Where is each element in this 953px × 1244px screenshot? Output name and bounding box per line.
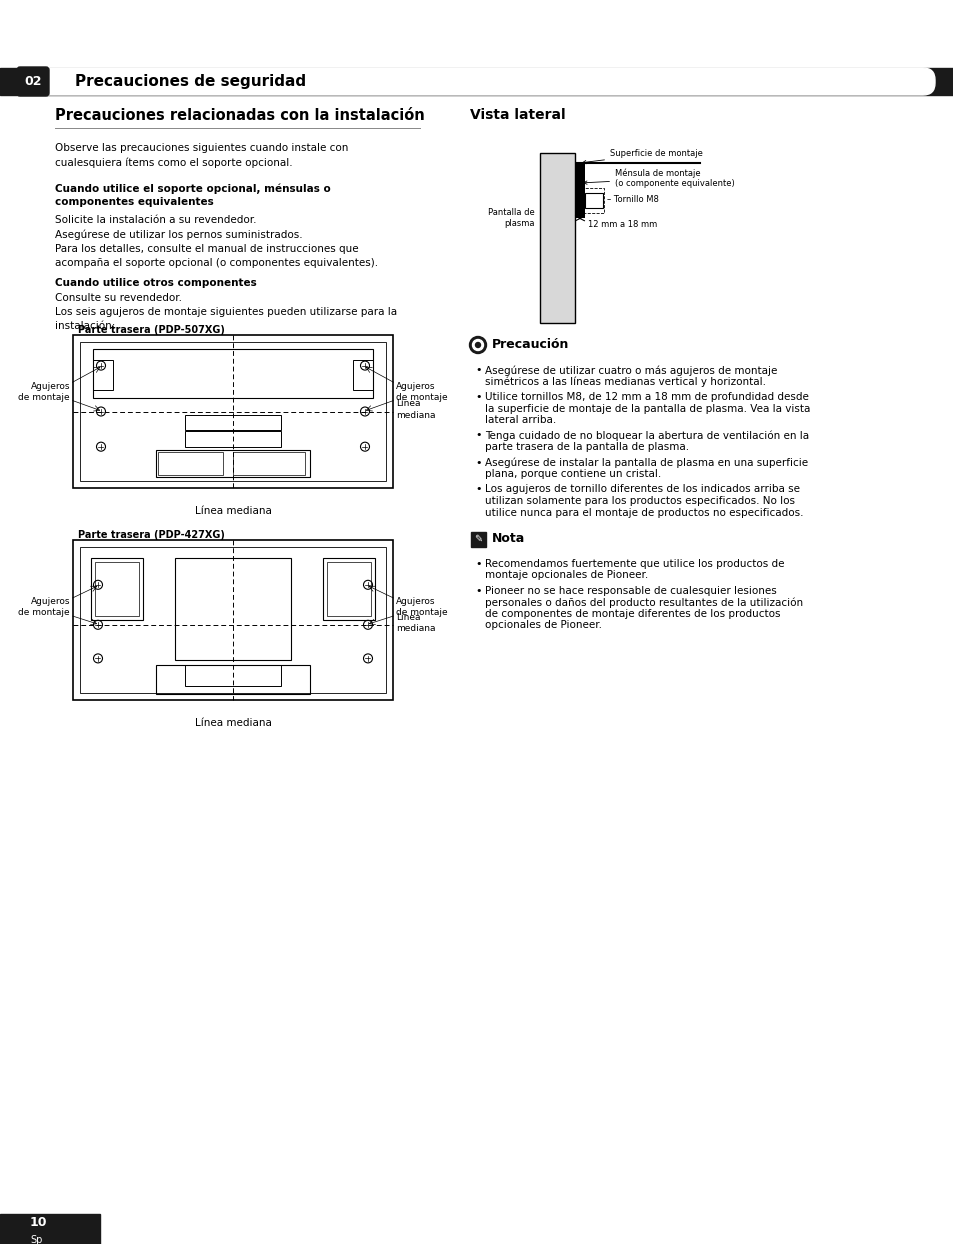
- Text: Nota: Nota: [492, 532, 525, 546]
- Text: opcionales de Pioneer.: opcionales de Pioneer.: [484, 621, 601, 631]
- Text: 10: 10: [30, 1215, 48, 1229]
- Text: plana, porque contiene un cristal.: plana, porque contiene un cristal.: [484, 469, 660, 479]
- Text: Superficie de montaje: Superficie de montaje: [582, 149, 702, 164]
- Text: la superficie de montaje de la pantalla de plasma. Vea la vista: la superficie de montaje de la pantalla …: [484, 403, 809, 413]
- Bar: [73, 335, 393, 488]
- Bar: [185, 414, 281, 430]
- Bar: [471, 532, 485, 547]
- Text: Sp: Sp: [30, 1235, 42, 1244]
- Bar: [353, 360, 373, 391]
- Bar: [574, 188, 603, 213]
- Text: parte trasera de la pantalla de plasma.: parte trasera de la pantalla de plasma.: [484, 442, 688, 452]
- Bar: [0, 1214, 100, 1244]
- Bar: [233, 452, 304, 475]
- Text: Agujeros
de montaje: Agujeros de montaje: [395, 382, 447, 402]
- Bar: [0, 68, 953, 95]
- Text: Solicite la instalación a su revendedor.
Asegúrese de utilizar los pernos sumini: Solicite la instalación a su revendedor.…: [55, 215, 377, 267]
- Text: Agujeros
de montaje: Agujeros de montaje: [18, 382, 70, 402]
- Text: •: •: [475, 559, 481, 569]
- Bar: [327, 562, 371, 616]
- Text: •: •: [475, 586, 481, 596]
- Text: 02: 02: [24, 75, 42, 88]
- Text: Precauciones relacionadas con la instalación: Precauciones relacionadas con la instala…: [55, 108, 424, 123]
- Bar: [156, 450, 310, 478]
- Text: Asegúrese de utilizar cuatro o más agujeros de montaje: Asegúrese de utilizar cuatro o más aguje…: [484, 364, 777, 376]
- Bar: [73, 540, 393, 700]
- Text: Agujeros
de montaje: Agujeros de montaje: [395, 597, 447, 617]
- Text: Línea
mediana: Línea mediana: [395, 399, 435, 419]
- Text: Pantalla de
plasma: Pantalla de plasma: [488, 208, 535, 228]
- Circle shape: [472, 340, 483, 351]
- Text: •: •: [475, 430, 481, 440]
- Text: Asegúrese de instalar la pantalla de plasma en una superficie: Asegúrese de instalar la pantalla de pla…: [484, 458, 807, 468]
- Text: utilizan solamente para los productos especificados. No los: utilizan solamente para los productos es…: [484, 496, 794, 506]
- Text: – Tornillo M8: – Tornillo M8: [606, 195, 659, 204]
- Text: Consulte su revendedor.
Los seis agujeros de montaje siguientes pueden utilizars: Consulte su revendedor. Los seis agujero…: [55, 294, 396, 331]
- Text: Los agujeros de tornillo diferentes de los indicados arriba se: Los agujeros de tornillo diferentes de l…: [484, 484, 800, 495]
- Text: Vista lateral: Vista lateral: [470, 108, 565, 122]
- Bar: [575, 163, 584, 218]
- Text: personales o daños del producto resultantes de la utilización: personales o daños del producto resultan…: [484, 597, 802, 608]
- Bar: [92, 360, 112, 391]
- Text: Utilice tornillos M8, de 12 mm a 18 mm de profundidad desde: Utilice tornillos M8, de 12 mm a 18 mm d…: [484, 392, 808, 402]
- Text: Precaución: Precaución: [492, 338, 569, 352]
- Bar: [584, 193, 602, 208]
- Text: montaje opcionales de Pioneer.: montaje opcionales de Pioneer.: [484, 571, 648, 581]
- Text: Línea mediana: Línea mediana: [194, 718, 272, 728]
- Circle shape: [475, 342, 480, 347]
- Text: ✎: ✎: [474, 534, 482, 544]
- FancyBboxPatch shape: [17, 67, 49, 96]
- Text: simétricos a las líneas medianas vertical y horizontal.: simétricos a las líneas medianas vertica…: [484, 377, 765, 387]
- FancyBboxPatch shape: [35, 68, 934, 95]
- Text: Parte trasera (PDP-507XG): Parte trasera (PDP-507XG): [78, 325, 225, 335]
- Text: Recomendamos fuertemente que utilice los productos de: Recomendamos fuertemente que utilice los…: [484, 559, 783, 569]
- Bar: [95, 562, 139, 616]
- Text: Línea
mediana: Línea mediana: [395, 613, 435, 633]
- Text: •: •: [475, 364, 481, 374]
- Text: Parte trasera (PDP-427XG): Parte trasera (PDP-427XG): [78, 530, 225, 540]
- Bar: [185, 432, 281, 447]
- Bar: [185, 664, 281, 685]
- Bar: [91, 559, 143, 620]
- Text: Pioneer no se hace responsable de cualesquier lesiones: Pioneer no se hace responsable de cuales…: [484, 586, 776, 596]
- Text: Precauciones de seguridad: Precauciones de seguridad: [75, 73, 306, 90]
- Text: •: •: [475, 458, 481, 468]
- Text: Observe las precauciones siguientes cuando instale con
cualesquiera ítems como e: Observe las precauciones siguientes cuan…: [55, 143, 348, 168]
- Bar: [80, 342, 386, 481]
- Text: Línea mediana: Línea mediana: [194, 506, 272, 516]
- Text: de componentes de montaje diferentes de los productos: de componentes de montaje diferentes de …: [484, 610, 780, 620]
- Text: •: •: [475, 484, 481, 495]
- Bar: [539, 153, 575, 323]
- Bar: [175, 559, 291, 661]
- Text: utilice nunca para el montaje de productos no especificados.: utilice nunca para el montaje de product…: [484, 508, 802, 518]
- Text: Ménsula de montaje
(o componente equivalente): Ménsula de montaje (o componente equival…: [583, 168, 734, 188]
- Bar: [80, 547, 386, 693]
- Text: Tenga cuidado de no bloquear la abertura de ventilación en la: Tenga cuidado de no bloquear la abertura…: [484, 430, 808, 442]
- Text: lateral arriba.: lateral arriba.: [484, 415, 556, 425]
- Bar: [92, 350, 373, 398]
- Text: Cuando utilice otros componentes: Cuando utilice otros componentes: [55, 277, 256, 289]
- Bar: [158, 452, 223, 475]
- Text: Cuando utilice el soporte opcional, ménsulas o
componentes equivalentes: Cuando utilice el soporte opcional, méns…: [55, 183, 331, 207]
- Circle shape: [469, 336, 486, 353]
- Bar: [323, 559, 375, 620]
- Text: Agujeros
de montaje: Agujeros de montaje: [18, 597, 70, 617]
- Text: •: •: [475, 392, 481, 402]
- Text: 12 mm a 18 mm: 12 mm a 18 mm: [587, 220, 657, 229]
- Bar: [156, 664, 310, 694]
